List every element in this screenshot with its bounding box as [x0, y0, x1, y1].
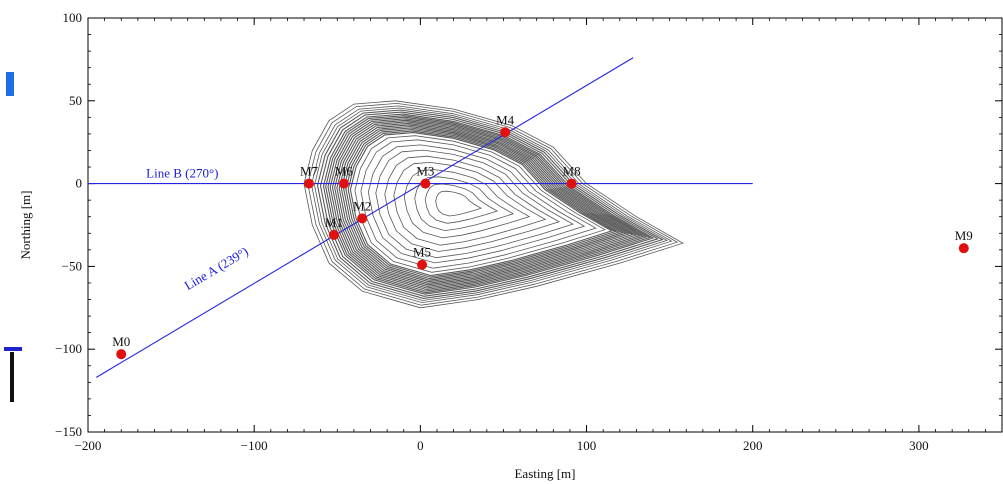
x-tick-label: 0	[417, 438, 424, 453]
profile-line-label: Line B (270°)	[146, 166, 218, 181]
measurement-point-label: M4	[496, 112, 515, 127]
contour-line	[314, 107, 668, 301]
x-axis-title: Easting [m]	[514, 466, 575, 481]
measurement-point-label: M9	[955, 228, 973, 243]
contour-line	[322, 113, 655, 295]
measurement-point	[116, 349, 127, 360]
measurement-point-label: M2	[353, 198, 371, 213]
contour-line	[325, 115, 652, 294]
x-tick-label: 300	[909, 438, 929, 453]
left-edge-fragments	[4, 72, 22, 402]
x-tick-label: −100	[241, 438, 268, 453]
measurement-point	[566, 178, 577, 189]
y-tick-label: −50	[62, 258, 82, 273]
contour-line	[334, 121, 638, 287]
contour-line	[393, 161, 547, 246]
plot-frame	[87, 17, 1003, 433]
contour-line	[336, 122, 634, 286]
contour-line	[331, 119, 641, 289]
contour-line	[343, 127, 624, 281]
x-tick-label: 100	[577, 438, 597, 453]
y-tick-label: 50	[69, 93, 82, 108]
measurement-point-label: M3	[416, 164, 434, 179]
contour-line	[303, 100, 684, 309]
measurement-point	[420, 178, 431, 189]
measurement-point-label: M1	[325, 215, 343, 230]
left-fragment-blue	[6, 72, 14, 96]
measurement-point	[304, 178, 315, 189]
measurement-point	[357, 213, 368, 224]
left-fragment-dash	[4, 347, 22, 351]
contour-line	[329, 118, 645, 291]
measurement-point-label: M6	[335, 164, 354, 179]
measurement-point	[958, 243, 969, 254]
y-tick-label: −100	[55, 341, 82, 356]
y-tick-label: 100	[63, 10, 83, 25]
contour-map	[303, 100, 684, 309]
y-tick-label: −150	[55, 424, 82, 439]
measurement-point	[417, 259, 428, 270]
contour-line	[384, 155, 561, 252]
contour-line	[347, 130, 617, 278]
measurement-points: M0 M1 M2 M3 M4 M5 M6 M7 M8 M9	[112, 112, 973, 360]
contour-line	[414, 176, 515, 232]
measurement-point-label: M0	[112, 334, 130, 349]
y-axis-title: Northing [m]	[18, 191, 33, 260]
y-tick-label: 0	[76, 176, 83, 191]
plot-border	[87, 17, 1003, 433]
contour-line	[319, 111, 660, 297]
measurement-point-label: M8	[563, 164, 581, 179]
left-fragment-bar	[10, 352, 14, 402]
contour-line	[360, 139, 597, 269]
measurement-point	[338, 178, 349, 189]
contour-line	[375, 149, 574, 259]
contour-line	[311, 105, 673, 304]
contour-line	[345, 128, 621, 280]
axis-ticks: −200 −100 0 100 200 300 −150 −100 −50 0 50 100	[55, 10, 1003, 453]
measurement-point-label: M7	[300, 164, 319, 179]
contour-line	[327, 116, 648, 292]
contour-line	[340, 125, 627, 283]
x-tick-label: −200	[75, 438, 102, 453]
x-tick-label: 200	[743, 438, 763, 453]
contour-line	[316, 109, 664, 299]
contour-line	[403, 169, 531, 239]
measurement-point	[500, 127, 511, 138]
measurement-point	[328, 229, 339, 240]
contour-line	[435, 190, 483, 217]
contour-line	[307, 102, 679, 306]
contour-line	[338, 124, 631, 284]
measurement-point-label: M5	[413, 245, 431, 260]
contour-line	[349, 132, 614, 277]
profile-line-label: Line A (239°)	[182, 244, 251, 294]
contour-line	[354, 135, 606, 273]
contour-line	[367, 144, 586, 264]
